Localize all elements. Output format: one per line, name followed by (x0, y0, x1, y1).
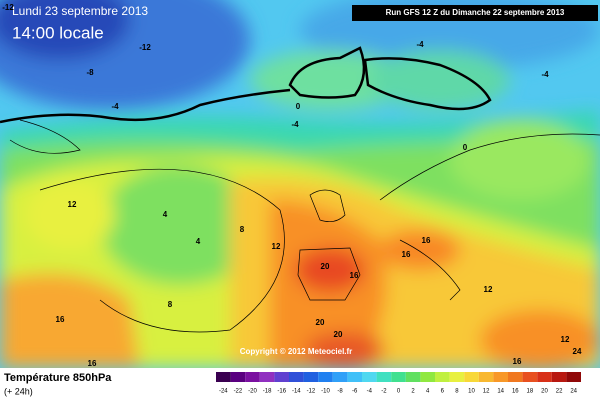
contour-label: -4 (541, 70, 549, 79)
time: 14:00 locale (12, 23, 104, 42)
legend-swatch (332, 372, 348, 382)
legend-swatch (478, 372, 494, 382)
legend-swatch (289, 372, 304, 382)
contour-label: -12 (2, 3, 14, 12)
footer-title: Température 850hPa (4, 372, 112, 384)
legend-swatch (230, 372, 246, 382)
contour-label: -4 (291, 120, 299, 129)
coastlines (0, 46, 600, 333)
legend-tick-label: -14 (292, 389, 301, 395)
legend-tick-label: -18 (263, 389, 272, 395)
legend-swatch (464, 372, 479, 382)
date: Lundi 23 septembre 2013 (12, 4, 148, 18)
legend-swatch (508, 372, 523, 382)
legend-swatch (551, 372, 567, 382)
contour-label: 0 (296, 102, 301, 111)
contour-label: 12 (272, 242, 281, 251)
contour-label: -12 (139, 43, 151, 52)
legend-tick-label: 16 (512, 389, 519, 395)
legend-tick-label: 10 (468, 389, 475, 395)
footer-lead: (+ 24h) (4, 386, 33, 396)
contour-label: 24 (573, 347, 582, 356)
contour-label: -4 (416, 40, 424, 49)
legend-swatch (493, 372, 508, 382)
contour-label: 20 (334, 330, 343, 339)
legend-tick-label: -20 (248, 389, 257, 395)
legend-tick-label: -12 (307, 389, 316, 395)
legend-tick-label: 22 (556, 389, 563, 395)
contour-label: 8 (240, 225, 245, 234)
legend-tick-label: -8 (337, 389, 343, 395)
legend-tick-label: -24 (219, 389, 228, 395)
legend-tick-label: 20 (541, 389, 548, 395)
legend-swatch (376, 372, 392, 382)
contour-label: 20 (316, 318, 325, 327)
legend-tick-label: 6 (441, 389, 445, 395)
contour-label: 16 (422, 236, 431, 245)
contour-label: 4 (163, 210, 168, 219)
legend-swatch (566, 372, 581, 382)
legend-swatch (274, 372, 289, 382)
legend-swatch (245, 372, 260, 382)
legend-swatch (318, 372, 333, 382)
contour-label: 4 (196, 237, 201, 246)
legend-swatch (420, 372, 435, 382)
legend-tick-label: 2 (411, 389, 415, 395)
legend-tick-label: 12 (483, 389, 490, 395)
contour-label: 16 (56, 315, 65, 324)
temperature-field (0, 0, 600, 368)
contour-label: 16 (402, 250, 411, 259)
legend-swatch (405, 372, 421, 382)
legend-swatch (537, 372, 552, 382)
legend-swatch (216, 372, 231, 382)
legend-tick-label: -2 (381, 389, 387, 395)
legend-tick-label: -10 (321, 389, 330, 395)
legend-tick-label: 24 (570, 389, 577, 395)
copyright: Copyright © 2012 Meteociel.fr (240, 347, 353, 356)
contour-label: 16 (88, 359, 97, 368)
legend-tick-label: -6 (352, 389, 358, 395)
contour-label: 20 (321, 262, 330, 271)
contour-label: -8 (86, 68, 94, 77)
legend-swatch (449, 372, 465, 382)
legend-tick-label: -16 (277, 389, 286, 395)
contour-label: 16 (513, 357, 522, 366)
run-info: Run GFS 12 Z du Dimanche 22 septembre 20… (386, 8, 565, 17)
legend-tick-label: -22 (234, 389, 243, 395)
contour-label: 8 (168, 300, 173, 309)
contour-label: 0 (463, 143, 468, 152)
contour-label: 12 (484, 285, 493, 294)
contour-label: 12 (561, 335, 570, 344)
legend-tick-label: 18 (527, 389, 534, 395)
legend-swatch (522, 372, 538, 382)
legend-tick-label: 14 (497, 389, 504, 395)
legend-swatch (362, 372, 377, 382)
legend-swatch (303, 372, 319, 382)
run-box (352, 5, 598, 21)
legend-swatch (435, 372, 450, 382)
contour-label: -4 (111, 102, 119, 111)
legend-swatch (259, 372, 275, 382)
legend-swatch (347, 372, 362, 382)
legend-tick-label: -4 (367, 389, 373, 395)
contour-label: 12 (68, 200, 77, 209)
legend-tick-label: 0 (397, 389, 401, 395)
contour-label: 16 (350, 271, 359, 280)
legend-tick-label: 4 (426, 389, 430, 395)
legend-tick-label: 8 (455, 389, 459, 395)
legend-swatch (391, 372, 406, 382)
